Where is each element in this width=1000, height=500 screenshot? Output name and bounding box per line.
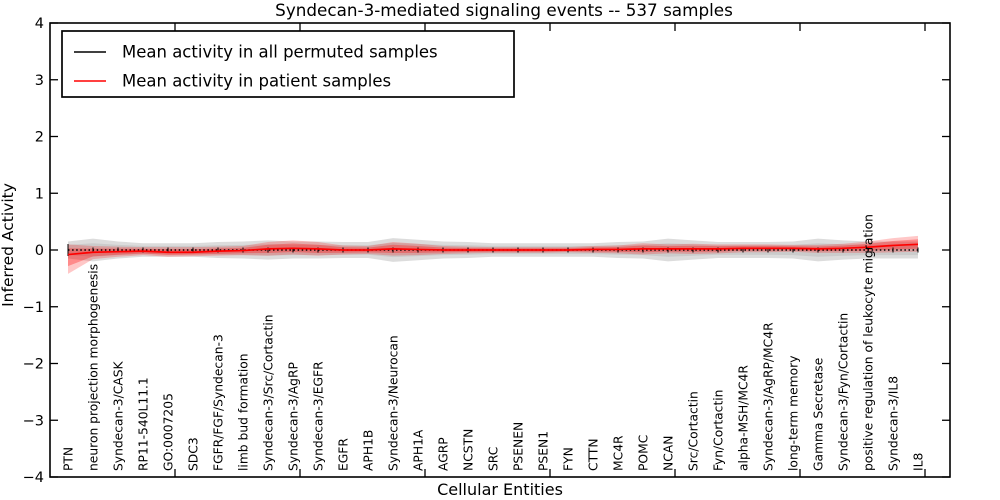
y-axis-label: Inferred Activity — [0, 183, 17, 307]
entity-label: FYN — [561, 447, 575, 471]
x-axis-label: Cellular Entities — [437, 480, 563, 499]
entity-label: PSENEN — [511, 422, 525, 471]
entity-label: SDC3 — [186, 437, 200, 471]
entity-label: limb bud formation — [236, 353, 250, 471]
entity-label: Syndecan-3/Fyn/Cortactin — [836, 313, 850, 471]
entity-tick-labels: PTN neuron projection morphogenesis Syndec… — [61, 214, 925, 471]
entity-label: Syndecan-3/AgRP — [286, 362, 300, 471]
chart-title: Syndecan-3-mediated signaling events -- … — [275, 0, 733, 20]
entity-label: Fyn/Cortactin — [711, 390, 725, 471]
entity-label: Src/Cortactin — [686, 391, 700, 471]
patient-band-inner — [68, 239, 918, 267]
entity-label: long-term memory — [786, 356, 800, 471]
entity-label: Syndecan-3/Neurocan — [386, 335, 400, 471]
entity-label: GO:0007205 — [161, 393, 175, 471]
y-tick-label: 4 — [35, 16, 44, 32]
y-tick-label: −2 — [23, 357, 44, 373]
patient-mean-line — [67, 243, 919, 256]
entity-label: RP11-540L11.1 — [136, 377, 150, 471]
entity-label: SRC — [486, 447, 500, 471]
y-tick-label: −3 — [23, 413, 44, 429]
entity-label: neuron projection morphogenesis — [86, 264, 100, 471]
entity-label: EGFR — [336, 438, 350, 471]
y-tick-label: 1 — [35, 186, 44, 202]
entity-label: PSEN1 — [536, 431, 550, 471]
entity-label: Syndecan-3/EGFR — [311, 361, 325, 471]
entity-label: Syndecan-3/Src/Cortactin — [261, 314, 275, 471]
legend-label-permuted: Mean activity in all permuted samples — [122, 43, 438, 62]
entity-label: MC4R — [611, 435, 625, 471]
y-tick-label: −4 — [23, 470, 44, 486]
entity-label: NCAN — [661, 436, 675, 471]
y-axis-ticks: −4 −3 −2 −1 0 1 2 3 4 — [23, 16, 950, 486]
confidence-bands — [68, 235, 918, 274]
y-tick-label: 0 — [35, 243, 44, 259]
entity-label: alpha-MSH/MC4R — [736, 365, 750, 471]
legend: Mean activity in all permuted samples Me… — [61, 30, 515, 98]
entity-label: positive regulation of leukocyte migrati… — [861, 214, 875, 471]
patient-band-outer — [68, 235, 918, 274]
entity-label: AGRP — [436, 437, 450, 471]
y-tick-label: −1 — [23, 300, 44, 316]
entity-label: CTTN — [586, 438, 600, 471]
entity-label: Syndecan-3/IL8 — [886, 376, 900, 471]
legend-label-patient: Mean activity in patient samples — [122, 72, 391, 91]
entity-label: PTN — [61, 447, 75, 471]
entity-label: Gamma Secretase — [811, 358, 825, 471]
y-tick-label: 2 — [35, 130, 44, 146]
entity-label: IL8 — [911, 453, 925, 471]
entity-label: FGFR/FGF/Syndecan-3 — [211, 334, 225, 471]
entity-label: APH1A — [411, 429, 425, 471]
y-tick-label: 3 — [35, 73, 44, 89]
entity-label: POMC — [636, 435, 650, 471]
x-axis-ticks — [174, 23, 926, 477]
entity-label: Syndecan-3/AgRP/MC4R — [761, 322, 775, 471]
entity-label: NCSTN — [461, 429, 475, 471]
legend-box — [61, 30, 515, 98]
entity-label: APH1B — [361, 430, 375, 471]
series-lines — [67, 243, 919, 256]
entity-label: Syndecan-3/CASK — [111, 360, 125, 471]
